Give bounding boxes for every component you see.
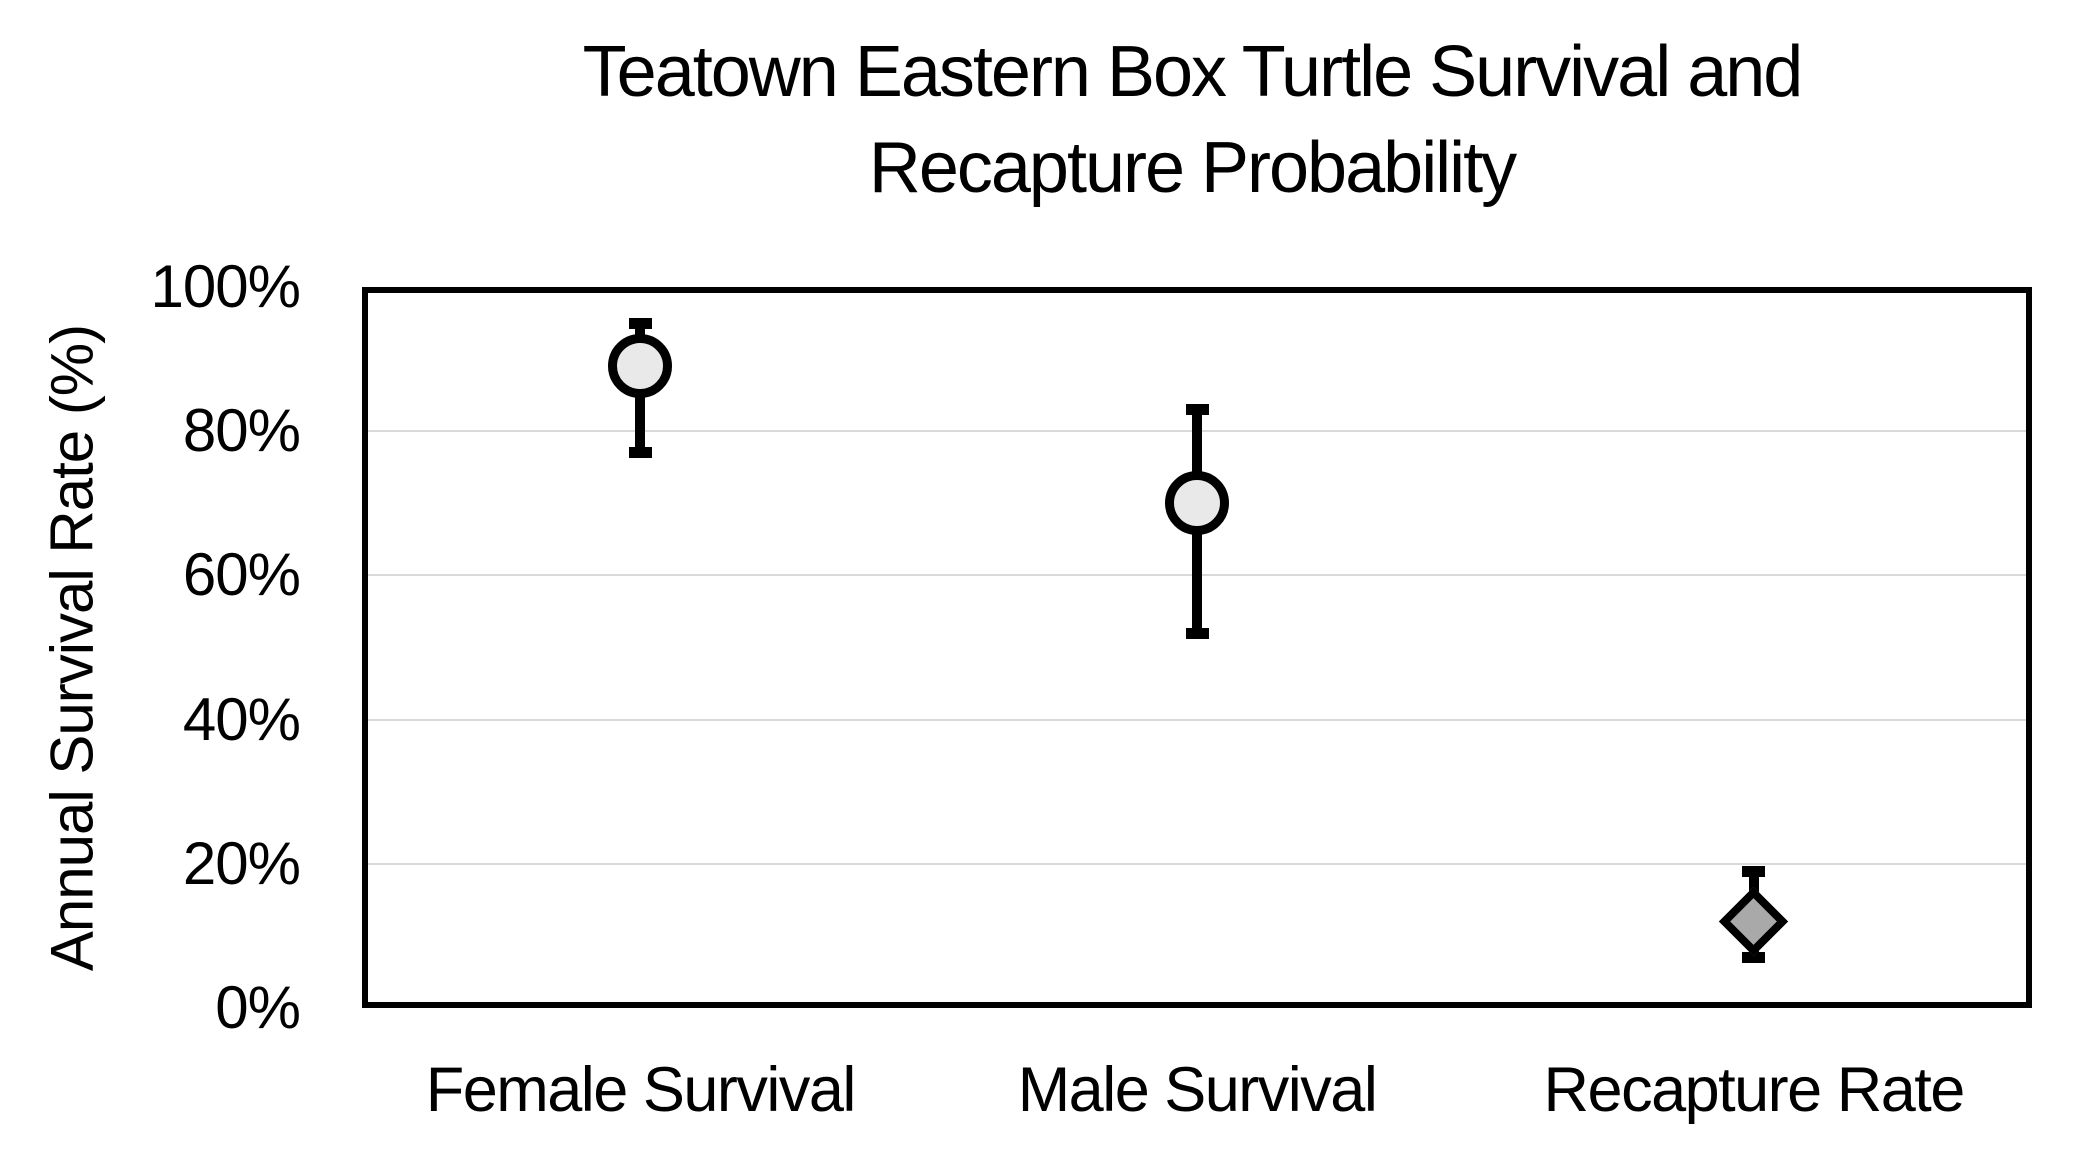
error-bar-cap-top bbox=[1742, 865, 1766, 877]
y-tick-label-0pct: 0% bbox=[215, 974, 301, 1041]
error-bar-cap-top bbox=[1185, 404, 1209, 416]
marker-diamond-3 bbox=[1719, 886, 1789, 957]
y-tick-label-60pct: 60% bbox=[182, 541, 301, 609]
plot-area bbox=[362, 287, 2032, 1008]
y-tick-label-80pct: 80% bbox=[182, 397, 301, 465]
marker-circle-2 bbox=[1165, 471, 1229, 536]
x-category-label-2: Male Survival bbox=[1017, 1055, 1378, 1125]
data-point-2 bbox=[362, 287, 2032, 1008]
y-tick-label-100pct: 100% bbox=[150, 253, 301, 320]
data-point-1 bbox=[362, 287, 2032, 1008]
error-bar-cap-top bbox=[628, 317, 652, 329]
marker-circle-1 bbox=[608, 334, 673, 399]
y-tick-label-40pct: 40% bbox=[182, 685, 301, 753]
gridline-40pct bbox=[362, 718, 2032, 721]
x-category-label-3: Recapture Rate bbox=[1543, 1055, 1966, 1125]
error-bar-cap-bottom bbox=[1742, 952, 1766, 964]
gridline-20pct bbox=[362, 862, 2032, 865]
error-bar-cap-bottom bbox=[628, 447, 652, 459]
data-point-3 bbox=[362, 287, 2032, 1008]
x-category-label-1: Female Survival bbox=[425, 1055, 857, 1125]
chart-title-line2: Recapture Probability bbox=[868, 128, 1517, 208]
chart-title: Teatown Eastern Box Turtle Survival and … bbox=[582, 24, 1804, 216]
chart-title-line1: Teatown Eastern Box Turtle Survival and bbox=[582, 32, 1804, 112]
error-bar-cap-bottom bbox=[1185, 627, 1209, 639]
y-tick-label-20pct: 20% bbox=[182, 829, 301, 897]
